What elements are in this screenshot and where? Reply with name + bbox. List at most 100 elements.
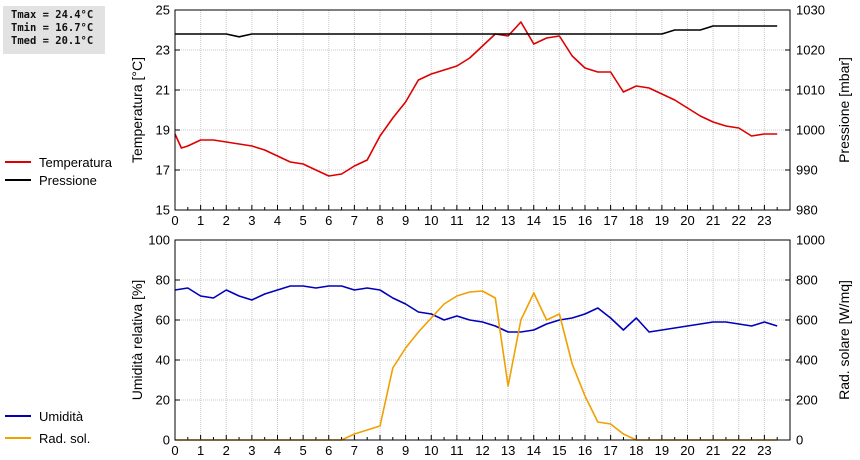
x-tick-label: 11 xyxy=(450,213,464,228)
stat-tmed: Tmed = 20.1°C xyxy=(11,35,94,47)
legend-swatch-rad-sol xyxy=(5,437,31,439)
x-tick-label: 10 xyxy=(424,443,438,458)
x-tick-label: 2 xyxy=(223,213,230,228)
plot-frame xyxy=(174,239,791,441)
x-tick-label: 8 xyxy=(376,443,383,458)
x-tick-label: 4 xyxy=(274,213,281,228)
legend-label-umidita: Umidità xyxy=(39,408,84,424)
y-axis-label: Temperatura [°C] xyxy=(129,57,145,163)
series-line-pressione xyxy=(175,25,778,38)
x-tick-label: 20 xyxy=(680,213,694,228)
y2-tick-label: 990 xyxy=(796,163,818,178)
legend-swatch-temperatura xyxy=(5,161,31,163)
legend-item-rad-sol: Rad. sol. xyxy=(5,429,90,447)
x-tick-label: 19 xyxy=(655,213,669,228)
x-tick-label: 18 xyxy=(629,213,643,228)
x-tick-label: 13 xyxy=(501,213,515,228)
x-tick-label: 13 xyxy=(501,443,515,458)
y-tick-label: 0 xyxy=(163,433,170,448)
y-tick-label: 23 xyxy=(156,43,170,58)
x-tick-label: 20 xyxy=(680,443,694,458)
x-tick-label: 21 xyxy=(706,443,720,458)
x-tick-label: 14 xyxy=(527,443,541,458)
y-tick-label: 25 xyxy=(156,3,170,18)
x-tick-label: 5 xyxy=(300,443,307,458)
x-tick-label: 19 xyxy=(655,443,669,458)
y2-tick-label: 200 xyxy=(796,393,818,408)
chart-1: 0 1 2 3 4 5 6 7 8 9 10 11 12 13 14 15 16 17 18 19 20 21 22 2315… xyxy=(129,3,852,229)
x-tick-label: 18 xyxy=(629,443,643,458)
x-tick-label: 16 xyxy=(578,213,592,228)
x-tick-label: 3 xyxy=(248,443,255,458)
x-tick-label: 22 xyxy=(732,213,746,228)
x-tick-label: 17 xyxy=(603,443,617,458)
x-tick-label: 7 xyxy=(351,443,358,458)
x-tick-label: 0 xyxy=(171,213,178,228)
x-tick-label: 22 xyxy=(732,443,746,458)
y-axis-label: Umidità relativa [%] xyxy=(129,280,145,401)
x-tick-label: 8 xyxy=(376,213,383,228)
y2-tick-label: 600 xyxy=(796,313,818,328)
y2-tick-label: 400 xyxy=(796,353,818,368)
legend-label-temperatura: Temperatura xyxy=(39,154,112,170)
x-tick-label: 12 xyxy=(475,443,489,458)
legend-item-pressione: Pressione xyxy=(5,171,112,189)
y2-tick-label: 1000 xyxy=(796,123,825,138)
x-tick-label: 23 xyxy=(757,443,771,458)
x-tick-label: 12 xyxy=(475,213,489,228)
x-tick-label: 15 xyxy=(552,213,566,228)
legend-label-rad-sol: Rad. sol. xyxy=(39,430,91,446)
x-tick-label: 1 xyxy=(197,443,204,458)
y-tick-label: 80 xyxy=(156,273,170,288)
y2-tick-label: 1030 xyxy=(796,3,825,18)
y2-tick-label: 0 xyxy=(796,433,803,448)
x-tick-label: 9 xyxy=(402,213,409,228)
x-tick-label: 5 xyxy=(300,213,307,228)
y-tick-label: 20 xyxy=(156,393,170,408)
legend-bottom: Umidità Rad. sol. xyxy=(5,409,90,447)
x-tick-label: 17 xyxy=(603,213,617,228)
y-tick-label: 40 xyxy=(156,353,170,368)
legend-label-pressione: Pressione xyxy=(39,172,97,188)
y2-tick-label: 980 xyxy=(796,203,818,218)
legend-top: Temperatura Pressione xyxy=(5,153,112,189)
x-tick-label: 15 xyxy=(552,443,566,458)
x-tick-label: 10 xyxy=(424,213,438,228)
x-tick-label: 14 xyxy=(527,213,541,228)
legend-swatch-umidita xyxy=(5,415,31,417)
stat-tmin: Tmin = 16.7°C xyxy=(11,22,94,34)
y2-tick-label: 800 xyxy=(796,273,818,288)
x-tick-label: 1 xyxy=(197,213,204,228)
y-tick-label: 100 xyxy=(148,233,170,248)
y2-tick-label: 1020 xyxy=(796,43,825,58)
x-tick-label: 11 xyxy=(450,443,464,458)
plot-frame xyxy=(174,9,791,211)
y-tick-label: 60 xyxy=(156,313,170,328)
y2-tick-label: 1000 xyxy=(796,233,825,248)
x-tick-label: 6 xyxy=(325,213,332,228)
legend-item-temperatura: Temperatura xyxy=(5,153,112,171)
y-tick-label: 17 xyxy=(156,163,170,178)
stats-box: Tmax = 24.4°C Tmin = 16.7°C Tmed = 20.1°… xyxy=(3,6,105,54)
stat-tmax: Tmax = 24.4°C xyxy=(11,9,94,21)
x-tick-label: 21 xyxy=(706,213,720,228)
x-tick-label: 23 xyxy=(757,213,771,228)
series-line-umidita xyxy=(174,285,778,333)
x-tick-label: 7 xyxy=(351,213,358,228)
y2-axis-label: Pressione [mbar] xyxy=(836,57,852,163)
y-tick-label: 21 xyxy=(156,83,170,98)
legend-swatch-pressione xyxy=(5,179,31,181)
y2-axis-label: Rad. solare [W/mq] xyxy=(836,280,852,400)
y-tick-label: 15 xyxy=(156,203,170,218)
legend-item-umidita: Umidità xyxy=(5,407,90,425)
x-tick-label: 6 xyxy=(325,443,332,458)
x-tick-label: 0 xyxy=(171,443,178,458)
x-tick-label: 3 xyxy=(248,213,255,228)
y2-tick-label: 1010 xyxy=(796,83,825,98)
x-tick-label: 4 xyxy=(274,443,281,458)
series-line-temperatura xyxy=(174,21,778,177)
x-tick-label: 9 xyxy=(402,443,409,458)
y-tick-label: 19 xyxy=(156,123,170,138)
chart-2: 0 1 2 3 4 5 6 7 8 9 10 11 12 13 14 15 16 17 18 19 20 21 22 2302… xyxy=(129,233,852,459)
